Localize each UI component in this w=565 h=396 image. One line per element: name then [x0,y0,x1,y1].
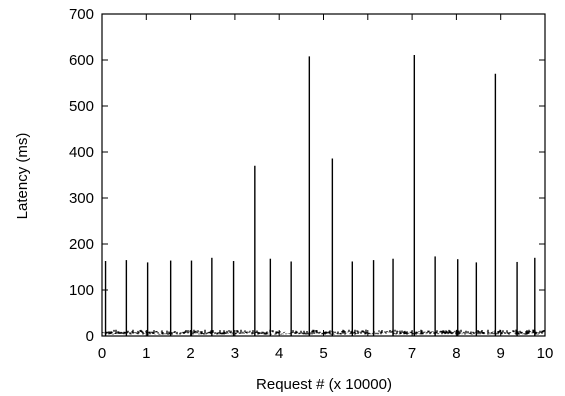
x-tick-label: 4 [275,345,283,362]
x-tick-label: 5 [319,345,327,362]
y-tick-label: 200 [69,236,94,253]
x-tick-label: 3 [231,345,239,362]
x-tick-label: 0 [98,345,106,362]
y-tick-label: 300 [69,190,94,207]
plot-frame [101,13,546,337]
y-tick-label: 500 [69,98,94,115]
y-tick-label: 0 [86,328,94,345]
y-tick-label: 700 [69,6,94,23]
y-tick-label: 600 [69,52,94,69]
plot-area [101,13,546,337]
y-tick-label: 400 [69,144,94,161]
x-tick-label: 1 [142,345,150,362]
x-axis-title: Request # (x 10000) [256,376,392,393]
y-axis-title: Latency (ms) [14,133,31,220]
x-tick-label: 8 [452,345,460,362]
y-tick-label: 100 [69,282,94,299]
x-tick-label: 6 [364,345,372,362]
x-tick-label: 2 [186,345,194,362]
x-tick-label: 9 [497,345,505,362]
x-tick-label: 7 [408,345,416,362]
x-tick-label: 10 [537,345,554,362]
